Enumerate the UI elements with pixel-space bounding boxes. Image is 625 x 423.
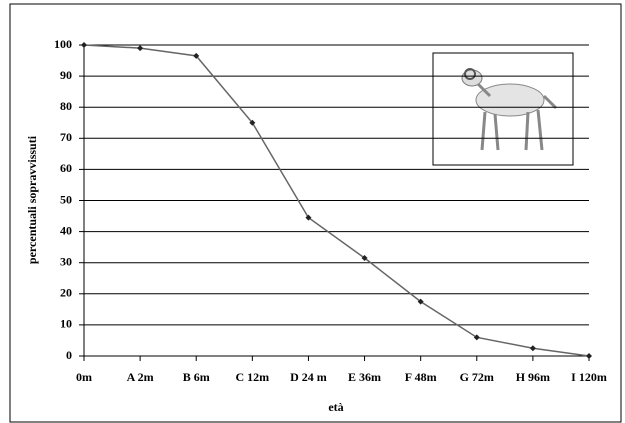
- x-tick-label: A 2m: [127, 370, 154, 384]
- inset-illustration: [433, 53, 573, 165]
- x-tick-label: G 72m: [460, 370, 494, 384]
- y-tick-label: 20: [60, 286, 72, 300]
- x-tick-label: C 12m: [235, 370, 269, 384]
- y-tick-label: 30: [60, 254, 72, 268]
- y-axis-label: percentuali sopravvissuti: [25, 135, 39, 264]
- x-tick-label: E 36m: [348, 370, 381, 384]
- x-tick-label: F 48m: [405, 370, 437, 384]
- x-tick-label: I 120m: [571, 370, 607, 384]
- y-tick-label: 90: [60, 68, 72, 82]
- x-tick-label: H 96m: [516, 370, 550, 384]
- x-tick-label: 0m: [76, 370, 92, 384]
- y-tick-label: 50: [60, 192, 72, 206]
- y-tick-label: 40: [60, 223, 72, 237]
- y-tick-label: 80: [60, 99, 72, 113]
- chart: età percentuali sopravvissuti 0 10 20 30 40 5…: [0, 0, 625, 423]
- x-axis-label: età: [328, 400, 343, 414]
- x-tick-label: B 6m: [183, 370, 210, 384]
- sheep-body: [476, 84, 544, 116]
- y-tick-label: 10: [60, 317, 72, 331]
- x-tick-label: D 24 m: [290, 370, 327, 384]
- y-tick-label: 60: [60, 161, 72, 175]
- y-tick-label: 100: [54, 37, 72, 51]
- y-tick-label: 70: [60, 130, 72, 144]
- y-tick-label: 0: [66, 348, 72, 362]
- page: età percentuali sopravvissuti 0 10 20 30 40 5…: [0, 0, 625, 423]
